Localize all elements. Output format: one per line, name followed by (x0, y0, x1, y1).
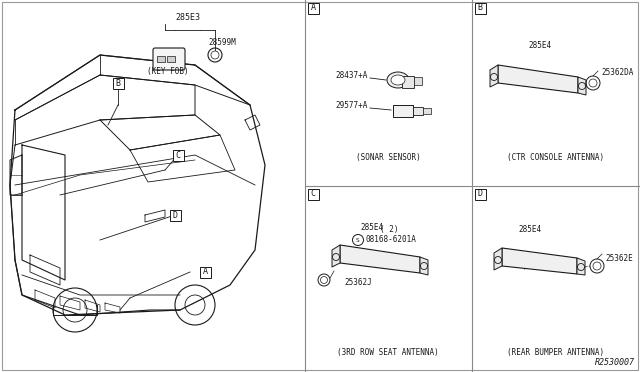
Text: 29577+A: 29577+A (335, 101, 368, 110)
Bar (200, 266, 211, 278)
Text: 285E4: 285E4 (529, 41, 552, 50)
Bar (157, 56, 165, 62)
Ellipse shape (391, 75, 405, 85)
Text: B: B (477, 3, 483, 13)
Text: D: D (477, 189, 483, 199)
Text: C: C (310, 189, 316, 199)
Text: R2530007: R2530007 (595, 358, 635, 367)
Bar (393, 105, 413, 117)
Text: 25362DA: 25362DA (601, 68, 634, 77)
Bar (170, 209, 180, 221)
Text: (REAR BUMPER ANTENNA): (REAR BUMPER ANTENNA) (508, 348, 605, 357)
Text: 285E3: 285E3 (175, 13, 200, 22)
Text: ( 2): ( 2) (380, 225, 399, 234)
Text: 285E4: 285E4 (360, 223, 383, 232)
Bar (474, 189, 486, 199)
Text: (CTR CONSOLE ANTENNA): (CTR CONSOLE ANTENNA) (508, 153, 605, 162)
Bar (173, 150, 184, 160)
Bar (402, 76, 414, 88)
Polygon shape (577, 258, 585, 275)
Text: (SONAR SENSOR): (SONAR SENSOR) (356, 153, 420, 162)
Text: C: C (175, 151, 180, 160)
Text: 08168-6201A: 08168-6201A (366, 235, 417, 244)
Text: 25362E: 25362E (605, 254, 633, 263)
Text: (KEY FOB): (KEY FOB) (147, 67, 189, 76)
Polygon shape (490, 65, 498, 87)
Text: 28599M: 28599M (208, 38, 236, 47)
Polygon shape (494, 248, 502, 270)
Text: A: A (310, 3, 316, 13)
Text: 25362J: 25362J (344, 278, 372, 287)
Polygon shape (332, 245, 340, 267)
Bar (113, 77, 124, 89)
FancyBboxPatch shape (153, 48, 185, 70)
Polygon shape (578, 77, 586, 95)
Bar (307, 189, 319, 199)
Bar (413, 107, 423, 115)
Bar (167, 56, 175, 62)
Polygon shape (502, 248, 577, 274)
Polygon shape (498, 65, 578, 93)
Ellipse shape (387, 72, 409, 88)
Bar (474, 3, 486, 13)
Text: 285E4: 285E4 (518, 225, 541, 234)
Bar (307, 3, 319, 13)
Bar (423, 108, 431, 114)
Text: (3RD ROW SEAT ANTENNA): (3RD ROW SEAT ANTENNA) (337, 348, 439, 357)
Bar (414, 77, 422, 85)
Text: S: S (356, 237, 360, 243)
Text: 28437+A: 28437+A (335, 71, 368, 80)
Polygon shape (340, 245, 420, 273)
Text: B: B (115, 78, 120, 87)
Polygon shape (420, 257, 428, 275)
Text: D: D (173, 211, 177, 219)
Text: A: A (202, 267, 207, 276)
